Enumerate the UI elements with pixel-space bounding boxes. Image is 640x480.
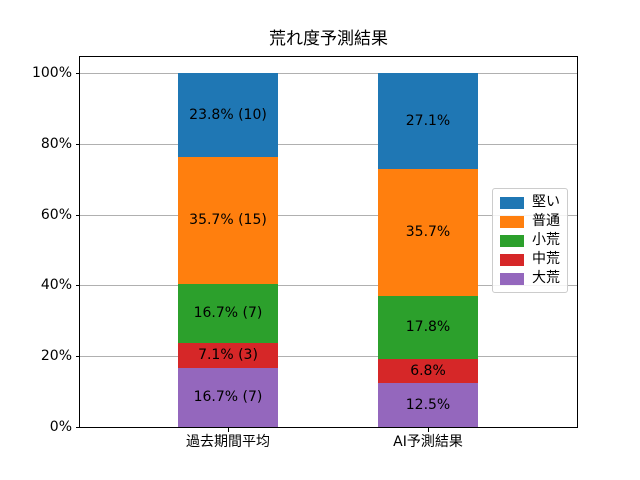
legend-item: 普通 (500, 212, 560, 231)
legend-swatch (500, 196, 524, 209)
legend-label: 普通 (532, 213, 560, 229)
x-tick-mark (228, 428, 229, 432)
y-tick-mark (76, 427, 80, 428)
bar-segment: 23.8% (10) (178, 73, 278, 158)
x-tick-label: 過去期間平均 (186, 434, 270, 450)
bar-segment: 16.7% (7) (178, 367, 278, 427)
legend-swatch (500, 253, 524, 266)
bar-value-label: 17.8% (405, 319, 451, 336)
bar-segment: 27.1% (378, 73, 478, 170)
y-tick-mark (76, 356, 80, 358)
y-tick-label: 100% (31, 65, 72, 81)
bar-value-label: 27.1% (405, 113, 451, 130)
bar-segment: 35.7% (15) (178, 157, 278, 284)
bar-value-label: 35.7% (405, 224, 451, 241)
legend-item: 中荒 (500, 250, 560, 269)
x-tick-label: AI予測結果 (393, 434, 463, 450)
legend-label: 小荒 (532, 232, 560, 248)
bar-value-label: 7.1% (3) (198, 347, 258, 364)
bar-segment: 35.7% (378, 169, 478, 296)
y-tick-label: 40% (40, 277, 72, 294)
gridline (80, 285, 577, 287)
bar-value-label: 35.7% (15) (189, 212, 267, 229)
y-tick-mark (76, 143, 80, 145)
x-tick-mark (428, 428, 429, 432)
legend-swatch (500, 272, 524, 285)
bar-segment: 6.8% (378, 358, 478, 383)
y-tick-label: 60% (40, 206, 72, 223)
gridline (80, 356, 577, 358)
gridline (80, 73, 577, 74)
y-tick-mark (76, 285, 80, 287)
bar-value-label: 12.5% (405, 396, 451, 413)
legend-label: 大荒 (532, 270, 560, 286)
bar-segment: 16.7% (7) (178, 283, 278, 343)
legend-item: 小荒 (500, 231, 560, 250)
legend-item: 大荒 (500, 269, 560, 288)
legend-item: 堅い (500, 193, 560, 212)
legend-swatch (500, 234, 524, 247)
gridline (80, 214, 577, 216)
bar-segment: 7.1% (3) (178, 342, 278, 368)
legend-label: 堅い (532, 194, 560, 210)
plot-area: 16.7% (7) 7.1% (3) 16.7% (7) 35.7% (15) 23.8… (79, 56, 578, 428)
y-tick-mark (76, 214, 80, 216)
bar-value-label: 16.7% (7) (193, 305, 263, 322)
chart-title: 荒れ度予測結果 (269, 29, 388, 49)
bar-value-label: 6.8% (410, 362, 446, 379)
legend-label: 中荒 (532, 251, 560, 267)
gridline (80, 143, 577, 145)
bar-segment: 17.8% (378, 295, 478, 359)
bar-value-label: 23.8% (10) (189, 107, 267, 124)
y-tick-label: 20% (40, 348, 72, 365)
bar-value-label: 16.7% (7) (193, 389, 263, 406)
bar-segment: 12.5% (378, 382, 478, 427)
y-tick-mark (76, 73, 80, 74)
y-tick-label: 0% (49, 419, 72, 435)
legend-swatch (500, 215, 524, 228)
y-tick-label: 80% (40, 135, 72, 152)
legend: 堅い普通小荒中荒大荒 (492, 188, 568, 293)
